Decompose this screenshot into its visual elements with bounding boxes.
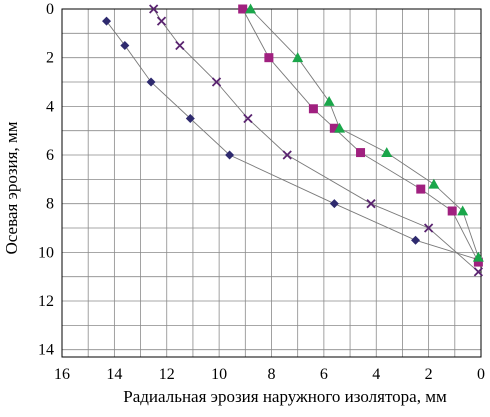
point-marker: [329, 199, 339, 209]
x-tick-label: 16: [54, 366, 70, 383]
y-axis-label: Осевая эрозия, мм: [2, 121, 21, 254]
point-marker: [473, 257, 483, 267]
point-marker: [102, 16, 112, 26]
point-marker: [411, 235, 421, 245]
series-line: [242, 8, 479, 263]
point-marker: [334, 122, 346, 133]
series-1: [102, 16, 483, 265]
x-tick-label: 2: [425, 366, 433, 383]
x-tick-label: 4: [372, 366, 380, 383]
series-4: [245, 3, 484, 262]
point-marker: [329, 123, 339, 133]
point-marker: [308, 104, 318, 114]
y-tick-label: 8: [46, 196, 54, 213]
x-tick-label: 6: [320, 366, 328, 383]
point-marker: [428, 178, 440, 189]
grid: [62, 9, 481, 357]
point-marker: [356, 148, 366, 158]
point-marker: [292, 52, 304, 63]
point-marker: [146, 77, 156, 87]
x-tick-label: 8: [268, 366, 276, 383]
series-layer: [102, 3, 484, 277]
point-marker: [156, 16, 167, 26]
y-tick-label: 12: [38, 293, 54, 310]
y-tick-label: 14: [38, 342, 54, 359]
y-tick-label: 6: [46, 147, 54, 164]
series-line: [250, 8, 479, 258]
point-marker: [243, 113, 253, 124]
x-tick-label: 12: [159, 366, 175, 383]
point-marker: [120, 41, 130, 51]
point-marker: [185, 114, 195, 124]
x-axis-ticks: 16 14 12 10 8 6 4 2 0: [54, 366, 485, 383]
point-marker: [282, 150, 292, 160]
plot-area: [61, 8, 482, 358]
point-marker: [423, 223, 434, 233]
point-marker: [175, 40, 185, 51]
point-marker: [323, 95, 335, 106]
x-tick-label: 0: [477, 366, 485, 383]
point-marker: [416, 184, 426, 194]
series-line: [106, 20, 479, 261]
point-marker: [457, 205, 469, 216]
series-3: [238, 4, 483, 267]
point-marker: [473, 267, 484, 277]
y-tick-label: 10: [38, 244, 54, 261]
point-marker: [245, 3, 257, 14]
y-axis-ticks: 0 2 4 6 8 10 12 14: [38, 1, 54, 359]
x-axis-label: Радиальная эрозия наружного изолятора, м…: [123, 387, 447, 406]
series-2: [149, 4, 484, 277]
point-marker: [366, 199, 376, 209]
point-marker: [149, 4, 159, 14]
y-tick-label: 2: [46, 50, 54, 67]
point-marker: [381, 147, 393, 157]
y-tick-label: 0: [46, 1, 54, 18]
point-marker: [225, 150, 235, 160]
point-marker: [264, 53, 274, 63]
x-tick-label: 10: [211, 366, 227, 383]
x-tick-label: 14: [106, 366, 122, 383]
y-tick-label: 4: [46, 98, 54, 115]
point-marker: [238, 4, 248, 14]
point-marker: [472, 251, 484, 262]
series-line: [153, 8, 479, 273]
point-marker: [447, 206, 457, 216]
point-marker: [211, 77, 222, 87]
